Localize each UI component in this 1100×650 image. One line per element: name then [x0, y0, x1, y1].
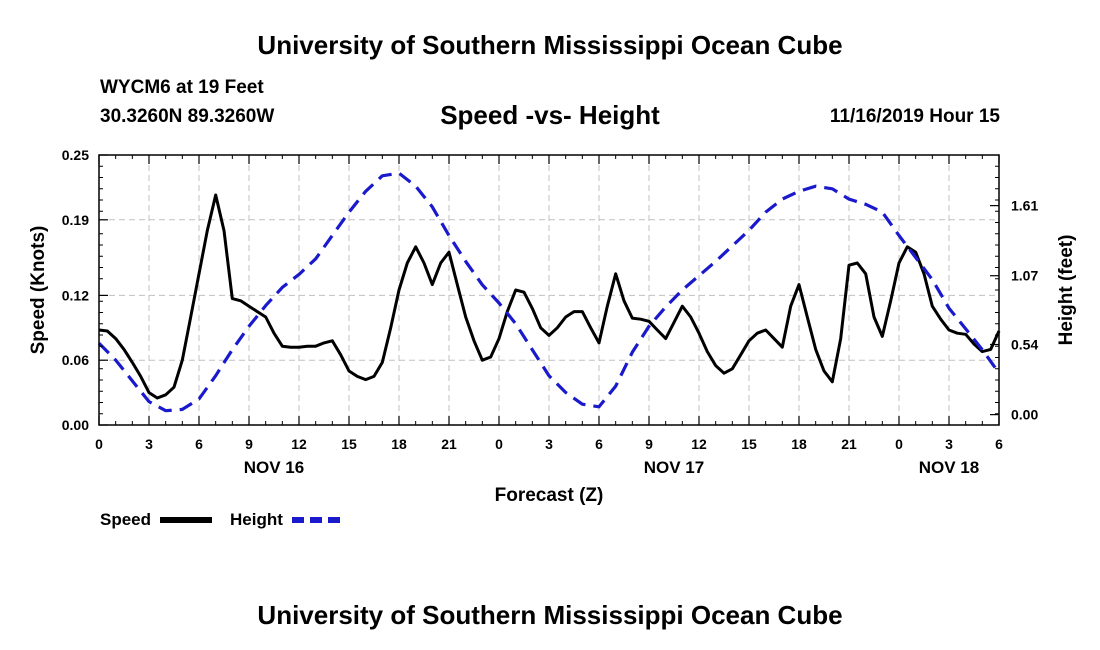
x-tick-label: 0 — [495, 436, 503, 452]
x-tick-label: 18 — [391, 436, 407, 452]
y2-tick-label: 1.61 — [1011, 198, 1038, 214]
y-tick-label: 0.06 — [62, 352, 89, 368]
y-tick-label: 0.25 — [62, 147, 89, 163]
x-tick-label: 18 — [791, 436, 807, 452]
axis-ticks — [98, 154, 1000, 426]
y-axis-title: Speed (Knots) — [28, 226, 49, 355]
y2-tick-label: 1.07 — [1011, 268, 1038, 284]
chart-title: Speed -vs- Height — [440, 100, 660, 130]
x-tick-label: 3 — [945, 436, 953, 452]
grid-lines — [99, 155, 999, 425]
x-tick-label: 15 — [741, 436, 757, 452]
x-tick-label: 0 — [895, 436, 903, 452]
x-tick-label: 6 — [995, 436, 1003, 452]
y-tick-label: 0.19 — [62, 212, 89, 228]
axis-labels: 0 3 6 9 12 15 18 21 0 3 6 9 12 15 18 21 0 3 6 0.00 0.06 0.12 0… — [28, 147, 1077, 506]
x-tick-label: 12 — [291, 436, 307, 452]
legend-height-label: Height — [230, 510, 283, 529]
footer-title: University of Southern Mississippi Ocean… — [257, 600, 843, 630]
legend-speed-label: Speed — [100, 510, 151, 529]
speed-series-line — [98, 193, 1001, 400]
date-label: NOV 16 — [244, 458, 304, 477]
forecast-run-time: 11/16/2019 Hour 15 — [829, 106, 1000, 127]
x-tick-label: 0 — [95, 436, 103, 452]
x-tick-label: 21 — [441, 436, 457, 452]
series-lines — [97, 171, 1001, 413]
legend: Speed Height — [100, 510, 342, 529]
y2-axis-title: Height (feet) — [1056, 235, 1077, 346]
x-tick-label: 12 — [691, 436, 707, 452]
y-tick-label: 0.00 — [62, 417, 89, 433]
station-coordinates: 30.3260N 89.3260W — [100, 106, 275, 127]
x-tick-label: 9 — [245, 436, 253, 452]
y-tick-label: 0.12 — [62, 287, 89, 303]
date-label: NOV 18 — [919, 458, 979, 477]
x-axis-title: Forecast (Z) — [495, 485, 604, 506]
station-label: WYCM6 at 19 Feet — [100, 77, 264, 98]
x-tick-label: 21 — [841, 436, 857, 452]
x-tick-label: 6 — [595, 436, 603, 452]
y2-tick-label: 0.00 — [1011, 407, 1038, 423]
x-tick-label: 6 — [195, 436, 203, 452]
x-tick-label: 3 — [545, 436, 553, 452]
height-series-line — [97, 171, 1001, 413]
x-tick-label: 9 — [645, 436, 653, 452]
date-label: NOV 17 — [644, 458, 704, 477]
x-tick-label: 3 — [145, 436, 153, 452]
y2-tick-label: 0.54 — [1011, 337, 1038, 353]
page-title: University of Southern Mississippi Ocean… — [257, 30, 843, 60]
x-tick-label: 15 — [341, 436, 357, 452]
